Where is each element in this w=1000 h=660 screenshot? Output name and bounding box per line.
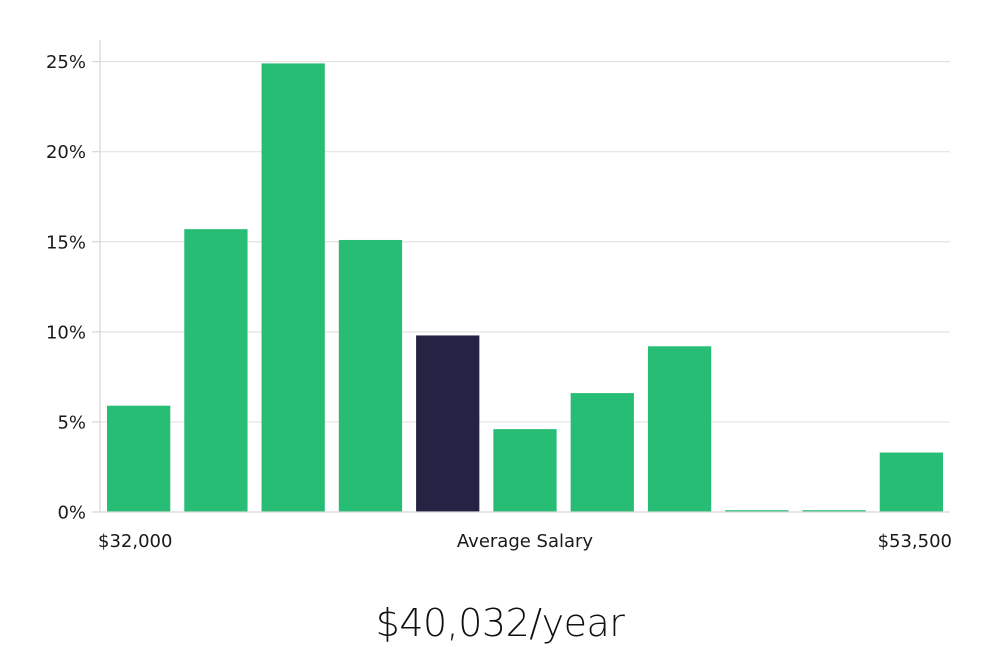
y-tick-label: 5% — [57, 412, 86, 433]
bar — [647, 346, 712, 512]
bar — [725, 510, 789, 512]
bar — [879, 452, 943, 512]
x-tick-label: Average Salary — [457, 531, 594, 552]
bar — [184, 229, 248, 512]
average-salary-value: $40,032/year — [375, 601, 625, 645]
bar — [802, 510, 866, 512]
y-tick-label: 25% — [46, 52, 86, 73]
bar — [261, 63, 325, 512]
x-tick-label: $53,500 — [878, 531, 952, 552]
y-tick-label: 10% — [46, 322, 86, 343]
bar — [107, 405, 171, 512]
y-tick-label: 0% — [57, 503, 86, 524]
bar — [493, 429, 557, 512]
chart-canvas: 0% 5% 10% 15% 20% 25% $32,000 Average Salary $53… — [46, 40, 952, 552]
salary-histogram: 0% 5% 10% 15% 20% 25% $32,000 Average Salary $53… — [46, 40, 952, 552]
y-tick-label: 15% — [46, 232, 86, 253]
bar-highlighted — [416, 335, 480, 512]
y-tick-label: 20% — [46, 142, 86, 163]
x-tick-label: $32,000 — [98, 531, 172, 552]
bar — [570, 393, 634, 512]
bar — [338, 239, 403, 512]
